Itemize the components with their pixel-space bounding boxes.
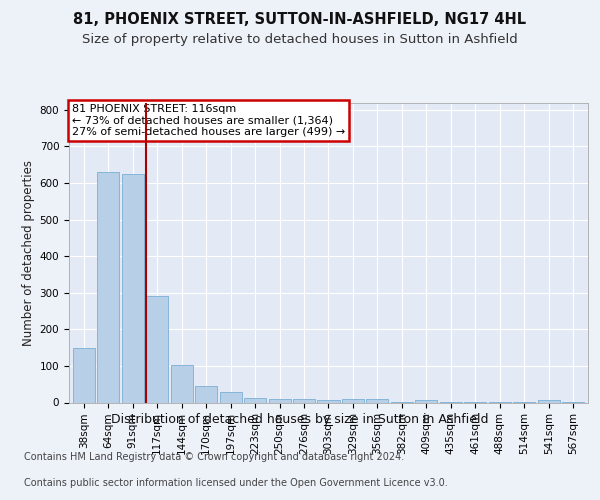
Bar (538, 400, 560, 402)
Bar (97, 172, 119, 402)
Text: Contains public sector information licensed under the Open Government Licence v3: Contains public sector information licen… (24, 478, 448, 488)
Bar (170, 365, 193, 403)
Text: Size of property relative to detached houses in Sutton in Ashfield: Size of property relative to detached ho… (82, 32, 518, 46)
Bar (293, 399, 315, 402)
Bar (73, 348, 95, 403)
Bar (146, 296, 168, 403)
Bar (269, 399, 290, 402)
Text: 81 PHOENIX STREET: 116sqm
← 73% of detached houses are smaller (1,364)
27% of se: 81 PHOENIX STREET: 116sqm ← 73% of detac… (71, 104, 345, 137)
Bar (342, 399, 364, 402)
Y-axis label: Number of detached properties: Number of detached properties (22, 160, 35, 346)
Bar (367, 399, 388, 402)
Bar (415, 400, 437, 402)
Text: 81, PHOENIX STREET, SUTTON-IN-ASHFIELD, NG17 4HL: 81, PHOENIX STREET, SUTTON-IN-ASHFIELD, … (73, 12, 527, 28)
Text: Contains HM Land Registry data © Crown copyright and database right 2024.: Contains HM Land Registry data © Crown c… (24, 452, 404, 462)
Text: Distribution of detached houses by size in Sutton in Ashfield: Distribution of detached houses by size … (111, 412, 489, 426)
Bar (244, 398, 266, 402)
Bar (220, 392, 242, 402)
Bar (122, 174, 143, 402)
Bar (195, 386, 217, 402)
Bar (317, 400, 340, 402)
